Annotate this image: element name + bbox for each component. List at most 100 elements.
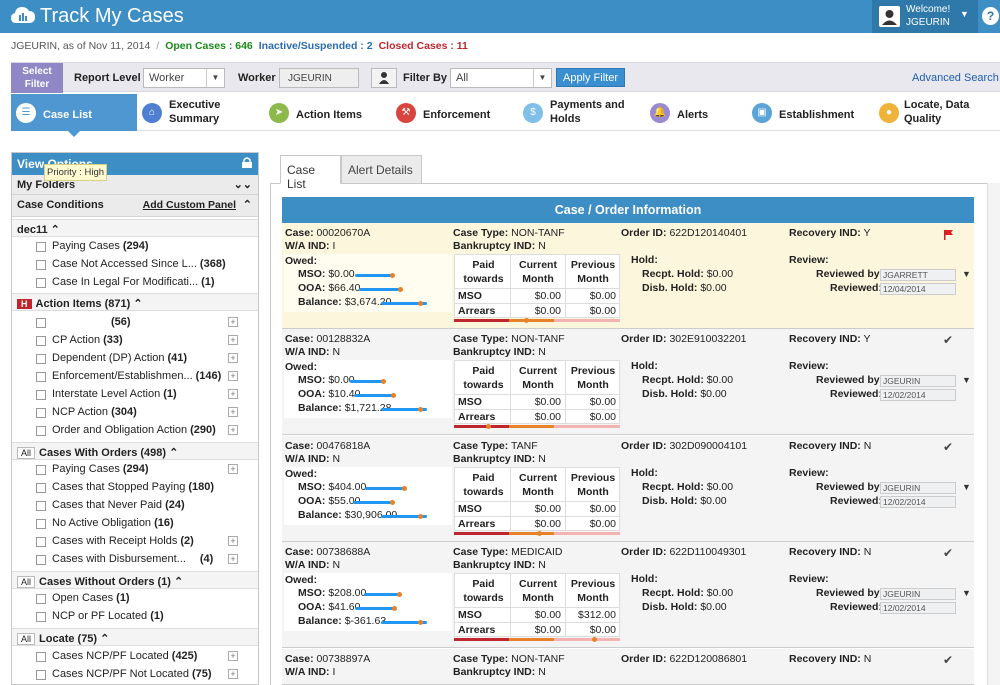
expand-icon[interactable]: + bbox=[228, 371, 238, 381]
all-button[interactable]: All bbox=[17, 576, 36, 588]
tab-executive-summary[interactable]: ⌂ Executive Summary bbox=[139, 94, 264, 131]
expand-icon[interactable]: + bbox=[228, 389, 238, 399]
list-item[interactable]: Paying Cases (294) + bbox=[36, 462, 246, 479]
chevron-down-icon[interactable]: ▼ bbox=[962, 482, 971, 492]
expand-icon[interactable]: + bbox=[228, 669, 238, 679]
checkbox[interactable] bbox=[36, 372, 46, 382]
worker-field[interactable]: JGEURIN bbox=[279, 68, 359, 88]
checkbox[interactable] bbox=[36, 594, 46, 604]
checkbox[interactable] bbox=[36, 260, 46, 270]
group-action-items-header[interactable]: H Action Items (871) ⌃ bbox=[12, 293, 258, 311]
expand-icon[interactable]: + bbox=[228, 464, 238, 474]
tab-alert-details[interactable]: Alert Details bbox=[341, 155, 422, 184]
closed-cases-count[interactable]: Closed Cases : 11 bbox=[378, 40, 468, 52]
expand-icon[interactable]: + bbox=[228, 536, 238, 546]
list-item[interactable]: Cases with Disbursement... (4) + bbox=[36, 552, 246, 569]
tab-alerts[interactable]: 🔔 Alerts bbox=[647, 94, 747, 131]
expand-icon[interactable]: + bbox=[228, 335, 238, 345]
expand-icon[interactable]: + bbox=[228, 353, 238, 363]
reviewed-date-field[interactable]: 12/02/2014 bbox=[880, 389, 956, 401]
case-row[interactable]: Case: 00738688A W/A IND: N Case Type: MEDI… bbox=[282, 542, 974, 648]
all-button[interactable]: All bbox=[17, 633, 36, 645]
case-conditions-header[interactable]: Case Conditions Add Custom Panel ⌃ bbox=[12, 195, 258, 217]
list-item[interactable]: Cases that Never Paid (24) bbox=[36, 498, 246, 515]
checkbox[interactable] bbox=[36, 278, 46, 288]
checkbox[interactable] bbox=[36, 242, 46, 252]
list-item[interactable]: NCP Action (304) + bbox=[36, 405, 246, 422]
list-item[interactable]: Cases NCP/PF Not Located (75) + bbox=[36, 667, 246, 684]
list-item[interactable]: CP Action (33) + bbox=[36, 333, 246, 350]
select-filter-button[interactable]: Select Filter bbox=[11, 63, 63, 93]
reviewed-by-field[interactable]: JGARRETT bbox=[880, 269, 956, 281]
checkbox[interactable] bbox=[36, 670, 46, 680]
list-item[interactable]: Cases with Receipt Holds (2) + bbox=[36, 534, 246, 551]
list-item[interactable]: Dependent (DP) Action (41) + bbox=[36, 351, 246, 368]
tab-case-list-detail[interactable]: Case List bbox=[280, 155, 341, 191]
checkbox[interactable] bbox=[36, 465, 46, 475]
all-button[interactable]: All bbox=[17, 447, 36, 459]
list-item[interactable]: (56) + bbox=[36, 315, 246, 332]
checkbox[interactable] bbox=[36, 501, 46, 511]
worker-lookup-button[interactable] bbox=[371, 68, 397, 88]
expand-icon[interactable]: + bbox=[228, 554, 238, 564]
chevron-down-icon[interactable]: ▼ bbox=[962, 375, 971, 385]
reviewed-by-field[interactable]: JGEURIN bbox=[880, 482, 956, 494]
chevron-down-icon[interactable]: ▼ bbox=[962, 269, 971, 279]
list-item[interactable]: Paying Cases (294) bbox=[36, 239, 246, 256]
group-locate-header[interactable]: All Locate (75) ⌃ bbox=[12, 628, 258, 646]
list-item[interactable]: Open Cases (1) bbox=[36, 591, 246, 608]
tab-locate-data-quality[interactable]: ● Locate, Data Quality bbox=[876, 94, 1000, 131]
checkbox[interactable] bbox=[36, 537, 46, 547]
advanced-search-link[interactable]: Advanced Search bbox=[912, 72, 999, 84]
lock-icon[interactable] bbox=[242, 157, 252, 168]
tab-enforcement[interactable]: ⚒ Enforcement bbox=[393, 94, 518, 131]
tab-case-list[interactable]: ☰ Case List bbox=[11, 94, 137, 137]
expand-icon[interactable]: + bbox=[228, 425, 238, 435]
checkbox[interactable] bbox=[36, 652, 46, 662]
report-level-select[interactable]: Worker ▼ bbox=[143, 68, 225, 88]
checkbox[interactable] bbox=[36, 426, 46, 436]
chevron-down-icon[interactable]: ▼ bbox=[962, 588, 971, 598]
checkbox[interactable] bbox=[36, 408, 46, 418]
apply-filter-button[interactable]: Apply Filter bbox=[556, 68, 625, 87]
tab-action-items[interactable]: ➤ Action Items bbox=[266, 94, 391, 131]
scrollbar[interactable] bbox=[987, 183, 1000, 685]
expand-icon[interactable]: + bbox=[228, 651, 238, 661]
checkbox[interactable] bbox=[36, 390, 46, 400]
user-menu[interactable]: Welcome! JGEURIN ▼ bbox=[872, 0, 978, 33]
checkbox[interactable] bbox=[36, 354, 46, 364]
group-cases-without-orders-header[interactable]: All Cases Without Orders (1) ⌃ bbox=[12, 571, 258, 589]
reviewed-date-field[interactable]: 12/02/2014 bbox=[880, 496, 956, 508]
reviewed-date-field[interactable]: 12/02/2014 bbox=[880, 602, 956, 614]
list-item[interactable]: Enforcement/Establishmen... (146) + bbox=[36, 369, 246, 386]
inactive-cases-count[interactable]: Inactive/Suspended : 2 bbox=[258, 40, 373, 52]
filter-by-select[interactable]: All ▼ bbox=[450, 68, 552, 88]
group-dec11-header[interactable]: dec11 ⌃ bbox=[12, 219, 258, 237]
checkbox[interactable] bbox=[36, 336, 46, 346]
list-item[interactable]: Cases that Stopped Paying (180) bbox=[36, 480, 246, 497]
flag-icon[interactable] bbox=[944, 230, 954, 240]
list-item[interactable]: Case Not Accessed Since L... (368) bbox=[36, 257, 246, 274]
case-row[interactable]: Case: 00738897A W/A IND: I Case Type: NON-… bbox=[282, 649, 974, 685]
case-row[interactable]: Case: 00128832A W/A IND: N Case Type: NON-… bbox=[282, 329, 974, 435]
reviewed-by-field[interactable]: JGEURIN bbox=[880, 588, 956, 600]
list-item[interactable]: No Active Obligation (16) bbox=[36, 516, 246, 533]
list-item[interactable]: Order and Obligation Action (290) + bbox=[36, 423, 246, 440]
checkbox[interactable] bbox=[36, 483, 46, 493]
checkbox[interactable] bbox=[36, 612, 46, 622]
help-button[interactable]: ? bbox=[982, 7, 999, 25]
tab-payments-and-holds[interactable]: $ Payments and Holds bbox=[520, 94, 645, 131]
case-row[interactable]: Case: 00476818A W/A IND: N Case Type: TANF… bbox=[282, 436, 974, 542]
list-item[interactable]: Case In Legal For Modificati... (1) bbox=[36, 275, 246, 292]
list-item[interactable]: NCP or PF Located (1) bbox=[36, 609, 246, 626]
add-custom-panel-link[interactable]: Add Custom Panel bbox=[142, 199, 236, 211]
checkbox[interactable] bbox=[36, 555, 46, 565]
checkbox[interactable] bbox=[36, 318, 46, 328]
open-cases-count[interactable]: Open Cases : 646 bbox=[165, 40, 253, 52]
case-row[interactable]: Case: 00020670A W/A IND: I Case Type: NON-… bbox=[282, 223, 974, 329]
reviewed-date-field[interactable]: 12/04/2014 bbox=[880, 283, 956, 295]
tab-establishment[interactable]: ▣ Establishment bbox=[749, 94, 874, 131]
list-item[interactable]: Cases NCP/PF Located (425) + bbox=[36, 649, 246, 666]
expand-icon[interactable]: + bbox=[228, 317, 238, 327]
expand-icon[interactable]: + bbox=[228, 407, 238, 417]
